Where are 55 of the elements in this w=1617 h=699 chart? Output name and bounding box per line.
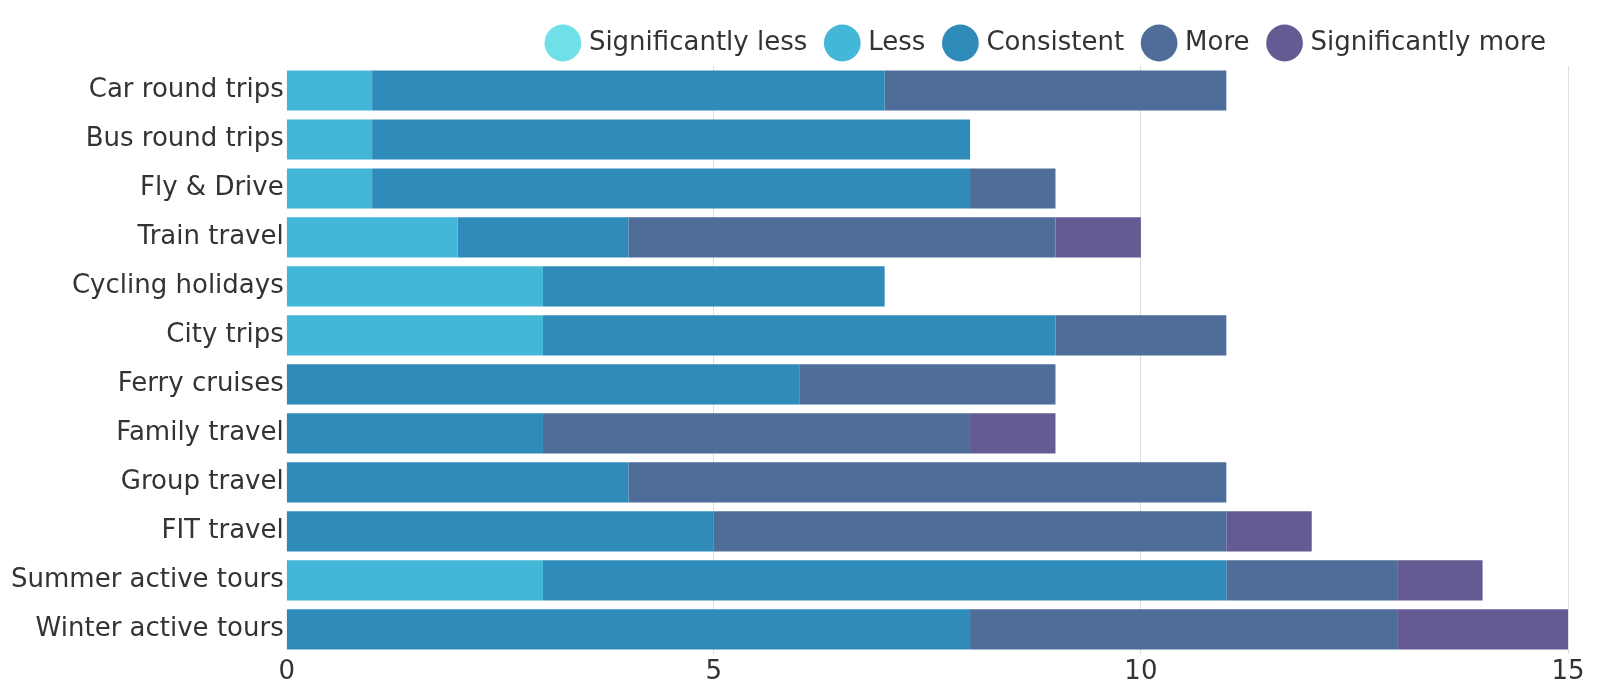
bar [372,70,885,111]
bar [970,168,1056,209]
bar [286,315,543,356]
bar [286,119,373,160]
bar [286,266,543,307]
bar [286,609,971,650]
bar [1397,609,1568,650]
x-tick-label: 10 [1124,655,1158,686]
bar [713,511,1227,552]
bar [286,560,543,601]
bar [286,364,800,405]
legend-label: Significantly less [588,25,808,56]
bar [970,609,1398,650]
bar [1397,560,1483,601]
y-tick-label: Fly & Drive [140,171,284,202]
bar [1226,511,1312,552]
y-tick-label: FIT travel [161,514,284,545]
bar [1055,315,1227,356]
bar [542,413,971,454]
legend-label: More [1185,25,1250,56]
bar [286,70,373,111]
bar [542,266,885,307]
bar [286,168,373,209]
bar [286,511,714,552]
bar [884,70,1227,111]
bar [1226,560,1398,601]
bar [372,119,971,160]
bar [542,315,1056,356]
bar [286,462,629,503]
legend-label: Significantly more [1310,25,1546,56]
bar [372,168,971,209]
y-tick-label: Train travel [136,220,284,251]
bar [457,217,629,258]
y-tick-label: Family travel [116,416,284,447]
legend-label: Less [868,25,926,56]
x-tick-label: 0 [278,655,295,686]
y-tick-label: Car round trips [88,73,284,104]
y-tick-label: Bus round trips [85,122,284,153]
y-tick-label: Ferry cruises [117,367,284,398]
bar [799,364,1056,405]
bar [286,413,543,454]
y-tick-label: Winter active tours [35,612,284,643]
y-tick-label: City trips [166,318,284,349]
bar [628,217,1056,258]
y-tick-label: Summer active tours [10,563,284,594]
x-tick-label: 15 [1551,655,1585,686]
bar [970,413,1056,454]
bar [1055,217,1141,258]
bar [628,462,1227,503]
y-tick-label: Cycling holidays [71,269,284,300]
bar [286,217,458,258]
x-tick-label: 5 [705,655,723,686]
legend-label: Consistent [986,25,1125,56]
bar [542,560,1227,601]
y-tick-label: Group travel [120,465,284,496]
